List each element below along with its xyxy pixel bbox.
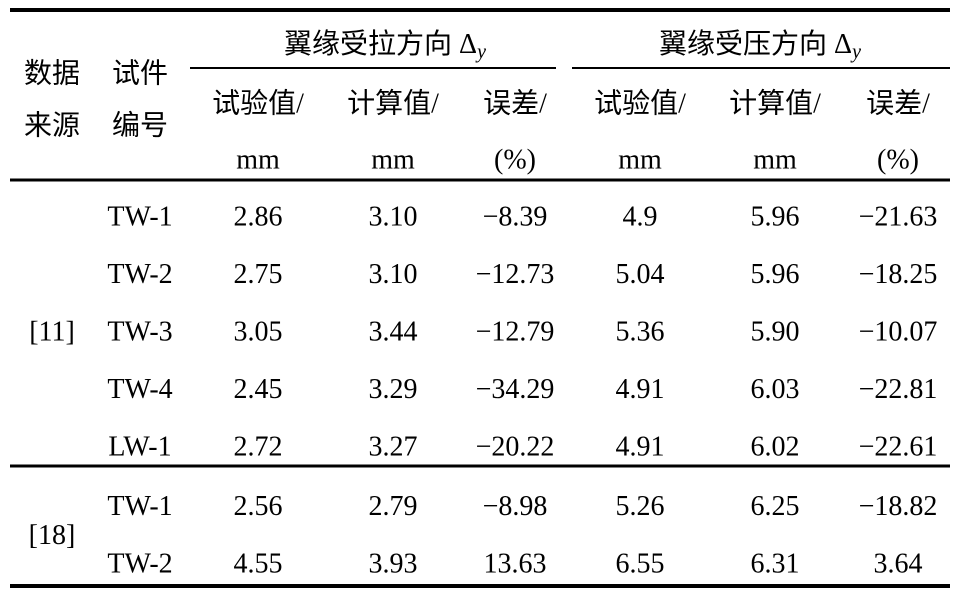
source-ref: [18] [29,520,76,551]
specimen-id: TW-3 [107,317,172,348]
cell-value: 5.96 [751,202,800,233]
cell-value: 5.96 [751,259,800,290]
column-header: 计算值/ [729,88,821,120]
cell-value: 3.93 [369,549,418,580]
specimen-id: LW-1 [108,432,171,463]
cell-value: 6.02 [751,432,800,463]
specimen-id: TW-2 [107,259,172,290]
column-header: mm [236,145,280,176]
cell-value: 5.90 [751,317,800,348]
cell-value: 6.25 [751,491,800,522]
cell-value: 2.56 [234,491,283,522]
cell-value: 2.45 [234,374,283,405]
cell-value: 2.86 [234,202,283,233]
cell-value: 2.75 [234,259,283,290]
cell-value: −12.79 [476,317,555,348]
column-header: (%) [877,145,919,176]
cell-value: −8.98 [483,491,548,522]
cell-value: 2.72 [234,432,283,463]
cell-value: −18.25 [859,259,938,290]
specimen-id: TW-2 [107,549,172,580]
cell-value: 3.27 [369,432,418,463]
cell-value: −22.81 [859,374,938,405]
cell-value: 3.10 [369,202,418,233]
cell-value: 5.36 [616,317,665,348]
group-subscript: y [850,41,861,63]
column-header: 试验值/ [594,88,686,120]
specimen-id: TW-4 [107,374,172,405]
column-header: 误差/ [866,88,930,120]
cell-value: −8.39 [483,202,548,233]
group-label: 翼缘受压方向 Δ [659,28,852,60]
column-header: 计算值/ [347,88,439,120]
cell-value: 13.63 [484,549,547,580]
group-subscript: y [475,41,486,63]
cell-value: −21.63 [859,202,938,233]
header-cell: 编号 [112,110,168,142]
cell-value: −10.07 [859,317,938,348]
column-header: 误差/ [483,88,547,120]
cell-value: 5.04 [616,259,665,290]
group-label: 翼缘受拉方向 Δ [284,28,477,60]
cell-value: 3.05 [234,317,283,348]
cell-value: 3.10 [369,259,418,290]
cell-value: 6.55 [616,549,665,580]
specimen-id: TW-1 [107,202,172,233]
group-header: 翼缘受拉方向 Δy [284,28,486,64]
column-header: (%) [494,145,536,176]
cell-value: 5.26 [616,491,665,522]
group-header: 翼缘受压方向 Δy [659,28,861,64]
source-ref: [11] [29,317,75,348]
column-header: mm [753,145,797,176]
cell-value: 6.03 [751,374,800,405]
cell-value: 3.44 [369,317,418,348]
cell-value: 6.31 [751,549,800,580]
cell-value: 4.55 [234,549,283,580]
header-cell: 数据 [24,58,80,90]
header-cell: 试件 [112,58,168,90]
cell-value: −18.82 [859,491,938,522]
specimen-id: TW-1 [107,491,172,522]
cell-value: 4.91 [616,432,665,463]
cell-value: 3.29 [369,374,418,405]
cell-value: 4.91 [616,374,665,405]
header-cell: 来源 [24,110,80,142]
cell-value: −34.29 [476,374,555,405]
column-header: mm [371,145,415,176]
cell-value: −12.73 [476,259,555,290]
cell-value: 4.9 [623,202,658,233]
cell-value: −22.61 [859,432,938,463]
cell-value: 3.64 [874,549,923,580]
column-header: 试验值/ [212,88,304,120]
cell-value: −20.22 [476,432,555,463]
cell-value: 2.79 [369,491,418,522]
column-header: mm [618,145,662,176]
